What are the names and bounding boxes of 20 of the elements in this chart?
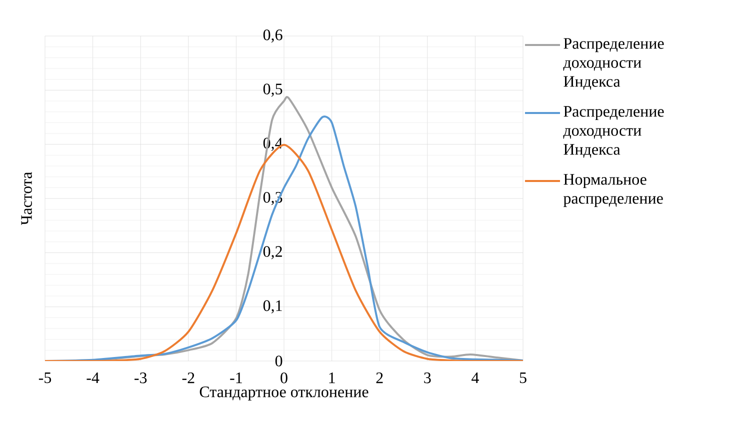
legend-label: Распределение доходности Индекса <box>563 38 664 90</box>
x-tick-label: -1 <box>230 372 242 384</box>
x-tick-label: 2 <box>376 372 383 384</box>
x-tick-label: -2 <box>182 372 194 384</box>
y-tick-label: 0,2 <box>263 246 282 260</box>
x-tick-label: -4 <box>86 372 100 384</box>
y-tick-label: 0,6 <box>263 29 282 43</box>
y-tick-label: 0 <box>275 356 282 366</box>
x-axis-title: Стандартное отклонение <box>200 386 368 401</box>
x-tick-label: -5 <box>38 372 52 384</box>
legend-label: Нормальное распределение <box>563 174 663 208</box>
x-tick-label: 1 <box>329 372 335 384</box>
x-tick-label: 4 <box>472 372 479 384</box>
y-axis-title: Частота <box>21 172 32 226</box>
x-tick-label: 5 <box>520 372 526 384</box>
y-tick-label: 0,1 <box>263 300 282 314</box>
x-tick-label: 3 <box>424 372 431 384</box>
y-tick-label: 0,5 <box>263 84 282 97</box>
legend-label: Распределение доходности Индекса <box>563 106 664 158</box>
x-tick-label: -3 <box>134 372 147 384</box>
